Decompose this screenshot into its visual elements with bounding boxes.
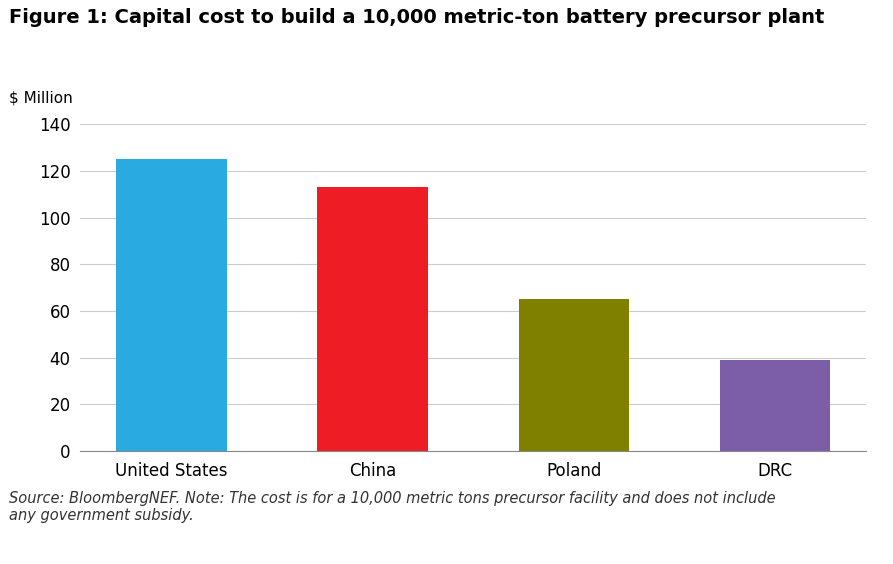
Text: Source: BloombergNEF. Note: The cost is for a 10,000 metric tons precursor facil: Source: BloombergNEF. Note: The cost is … (9, 491, 775, 523)
Bar (317, 187, 428, 451)
Text: $ Million: $ Million (9, 90, 72, 105)
Bar (720, 360, 830, 451)
Text: Figure 1: Capital cost to build a 10,000 metric-ton battery precursor plant: Figure 1: Capital cost to build a 10,000… (9, 8, 824, 28)
Bar (519, 299, 630, 451)
Bar (116, 159, 227, 451)
